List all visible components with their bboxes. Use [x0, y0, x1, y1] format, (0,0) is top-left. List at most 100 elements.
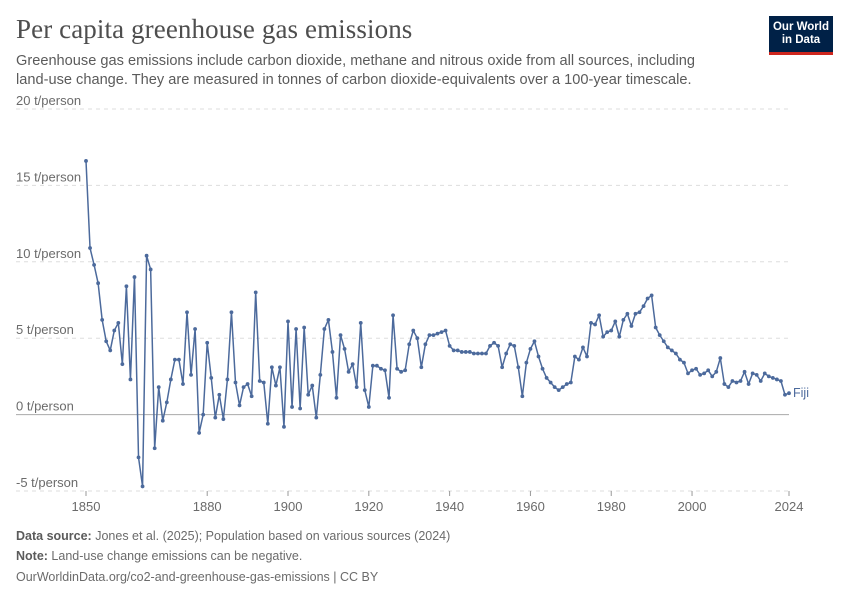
data-point[interactable] — [197, 431, 202, 435]
data-point[interactable] — [314, 415, 319, 420]
data-point[interactable] — [168, 377, 173, 382]
data-point[interactable] — [536, 354, 541, 359]
data-point[interactable] — [237, 403, 242, 408]
data-point[interactable] — [148, 267, 153, 272]
data-point[interactable] — [621, 317, 626, 322]
data-point[interactable] — [306, 392, 311, 397]
data-point[interactable] — [136, 455, 141, 460]
data-point[interactable] — [512, 343, 517, 348]
data-point[interactable] — [572, 354, 577, 359]
data-point[interactable] — [358, 321, 363, 325]
data-point[interactable] — [185, 310, 189, 315]
data-point[interactable] — [459, 350, 464, 354]
data-point[interactable] — [496, 343, 501, 348]
data-point[interactable] — [488, 343, 492, 348]
data-point[interactable] — [661, 339, 666, 344]
data-point[interactable] — [407, 342, 412, 347]
data-point[interactable] — [738, 379, 743, 383]
data-point[interactable] — [722, 382, 727, 386]
data-point[interactable] — [766, 374, 771, 379]
data-point[interactable] — [532, 339, 537, 344]
data-point[interactable] — [597, 313, 602, 318]
data-point[interactable] — [577, 357, 581, 362]
data-point[interactable] — [742, 369, 747, 374]
data-point[interactable] — [318, 372, 323, 377]
data-point[interactable] — [754, 372, 759, 377]
data-point[interactable] — [326, 317, 331, 322]
data-point[interactable] — [451, 348, 456, 353]
data-point[interactable] — [540, 366, 545, 371]
data-point[interactable] — [694, 366, 698, 371]
data-point[interactable] — [84, 159, 88, 163]
data-point[interactable] — [124, 284, 129, 289]
data-point[interactable] — [273, 383, 278, 388]
data-point[interactable] — [423, 342, 428, 347]
data-point[interactable] — [787, 391, 791, 396]
data-point[interactable] — [439, 330, 444, 334]
data-point[interactable] — [686, 371, 690, 376]
data-point[interactable] — [116, 321, 121, 325]
data-point[interactable] — [257, 379, 262, 383]
data-point[interactable] — [601, 334, 606, 339]
data-point[interactable] — [395, 366, 399, 371]
data-point[interactable] — [431, 333, 436, 338]
data-point[interactable] — [350, 362, 355, 367]
data-point[interactable] — [500, 365, 505, 370]
data-point[interactable] — [294, 327, 298, 331]
data-point[interactable] — [698, 372, 703, 377]
data-point[interactable] — [282, 424, 286, 429]
data-point[interactable] — [221, 417, 226, 422]
data-point[interactable] — [172, 357, 177, 362]
data-point[interactable] — [181, 382, 185, 386]
data-point[interactable] — [690, 368, 694, 373]
data-point[interactable] — [366, 405, 371, 409]
data-point[interactable] — [758, 379, 763, 383]
data-point[interactable] — [419, 365, 424, 370]
data-point[interactable] — [633, 311, 638, 316]
data-point[interactable] — [762, 371, 767, 376]
data-point[interactable] — [564, 382, 569, 386]
data-point[interactable] — [774, 377, 779, 382]
data-point[interactable] — [290, 405, 294, 409]
data-point[interactable] — [504, 351, 509, 356]
data-point[interactable] — [435, 331, 440, 336]
data-point[interactable] — [112, 328, 117, 333]
data-point[interactable] — [245, 382, 250, 386]
data-point[interactable] — [374, 363, 379, 368]
data-point[interactable] — [779, 379, 783, 383]
data-point[interactable] — [253, 290, 258, 295]
data-point[interactable] — [189, 372, 193, 377]
data-point[interactable] — [589, 321, 593, 325]
data-point[interactable] — [209, 376, 214, 380]
data-point[interactable] — [548, 380, 553, 385]
data-point[interactable] — [201, 412, 206, 417]
data-point[interactable] — [362, 388, 367, 393]
data-point[interactable] — [605, 330, 610, 334]
data-point[interactable] — [330, 350, 335, 354]
data-point[interactable] — [249, 394, 254, 399]
data-point[interactable] — [746, 382, 751, 386]
data-point[interactable] — [581, 345, 585, 350]
data-point[interactable] — [609, 328, 614, 333]
data-point[interactable] — [443, 328, 448, 333]
data-point[interactable] — [391, 313, 395, 318]
data-point[interactable] — [205, 340, 210, 345]
data-point[interactable] — [104, 339, 109, 344]
data-point[interactable] — [484, 351, 488, 356]
data-point[interactable] — [427, 333, 432, 338]
data-point[interactable] — [399, 369, 404, 374]
data-point[interactable] — [269, 365, 274, 370]
data-point[interactable] — [520, 394, 525, 399]
data-point[interactable] — [229, 310, 234, 315]
data-point[interactable] — [132, 275, 137, 279]
data-point[interactable] — [508, 342, 513, 347]
data-point[interactable] — [463, 350, 468, 354]
data-point[interactable] — [682, 360, 686, 365]
data-point[interactable] — [455, 348, 460, 353]
data-point[interactable] — [730, 379, 735, 383]
data-point[interactable] — [516, 365, 521, 370]
data-point[interactable] — [544, 376, 549, 380]
data-point[interactable] — [706, 368, 711, 373]
data-point[interactable] — [447, 343, 452, 348]
data-point[interactable] — [750, 371, 755, 376]
